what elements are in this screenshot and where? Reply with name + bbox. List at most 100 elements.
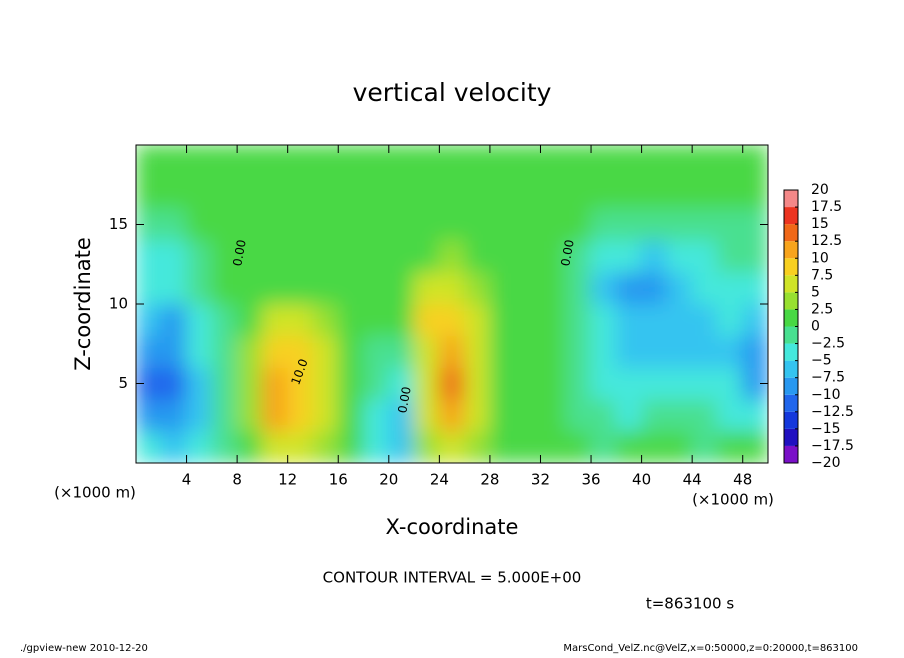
field-cell xyxy=(236,271,263,305)
contour-interval: CONTOUR INTERVAL = 5.000E+00 xyxy=(323,569,582,587)
x-tick-label: 36 xyxy=(581,471,600,489)
field-cell xyxy=(716,208,744,241)
field-cell xyxy=(413,239,440,273)
x-unit: (×1000 m) xyxy=(692,491,774,509)
colorbar-label: −12.5 xyxy=(811,404,854,420)
field-cell xyxy=(438,239,466,273)
field-cell xyxy=(287,208,314,241)
field-cell xyxy=(489,271,516,305)
field-cell xyxy=(363,303,390,337)
field-cell xyxy=(641,271,668,305)
field-cell xyxy=(716,367,744,400)
field-cell xyxy=(287,176,314,210)
field-cell xyxy=(363,145,390,178)
field-cell xyxy=(363,271,390,305)
field-cell xyxy=(742,335,768,369)
field-cell xyxy=(287,303,314,337)
field-cell xyxy=(514,430,541,463)
field-cell xyxy=(464,271,491,305)
x-tick-label: 24 xyxy=(430,471,449,489)
field-cell xyxy=(136,430,162,463)
field-cell xyxy=(615,239,643,273)
field-cell xyxy=(160,335,188,369)
field-cell xyxy=(312,176,339,210)
field-cell xyxy=(136,176,162,210)
field-cell xyxy=(363,398,390,432)
field-cell xyxy=(514,398,541,432)
colorbar-bin xyxy=(784,428,798,446)
field-cell xyxy=(388,239,415,273)
time-label: t=863100 s xyxy=(646,595,734,613)
field-cell xyxy=(514,176,541,210)
field-cell xyxy=(312,398,339,432)
field-cell xyxy=(160,239,188,273)
footer-left: ./gpview-new 2010-12-20 xyxy=(20,643,148,654)
field-cell xyxy=(160,145,188,178)
field-cell xyxy=(615,176,643,210)
field-cell xyxy=(742,239,768,273)
field-cell xyxy=(464,239,491,273)
field-cell xyxy=(565,303,592,337)
field-cell xyxy=(186,239,213,273)
colorbar-label: −20 xyxy=(811,455,841,471)
colorbar-label: −17.5 xyxy=(811,438,854,454)
field-cell xyxy=(211,176,238,210)
field-cell xyxy=(363,367,390,400)
field-cell xyxy=(287,430,314,463)
field-cell xyxy=(666,145,693,178)
field-cell xyxy=(691,430,718,463)
x-tick-label: 32 xyxy=(531,471,550,489)
field-cell xyxy=(742,398,768,432)
colorbar-label: 12.5 xyxy=(811,233,842,249)
field-cell xyxy=(691,398,718,432)
field-cell xyxy=(716,335,744,369)
contour-label: 0.00 xyxy=(230,239,248,268)
field-cell xyxy=(287,271,314,305)
field-cell xyxy=(211,398,238,432)
colorbar-bin xyxy=(784,207,798,225)
field-cell xyxy=(539,430,567,463)
field-cell xyxy=(539,176,567,210)
field-cell xyxy=(186,208,213,241)
field-cell xyxy=(261,303,289,337)
field-cell xyxy=(539,145,567,178)
field-cell xyxy=(464,176,491,210)
field-cell xyxy=(514,303,541,337)
y-tick-label: 15 xyxy=(109,215,128,233)
field-cell xyxy=(615,398,643,432)
field-cell xyxy=(186,430,213,463)
field-cell xyxy=(514,208,541,241)
field-cell xyxy=(413,208,440,241)
colorbar-label: 0 xyxy=(811,319,820,335)
colorbar-bin xyxy=(784,190,798,208)
field-cell xyxy=(211,271,238,305)
field-cell xyxy=(539,398,567,432)
field-cell xyxy=(413,398,440,432)
field-cell xyxy=(615,430,643,463)
field-cell xyxy=(236,145,263,178)
field-cell xyxy=(337,398,365,432)
field-cell xyxy=(160,303,188,337)
field-cell xyxy=(413,271,440,305)
field-cell xyxy=(641,145,668,178)
field-cell xyxy=(489,430,516,463)
field-cell xyxy=(337,208,365,241)
x-tick-label: 4 xyxy=(182,471,192,489)
field-cell xyxy=(489,398,516,432)
field-cell xyxy=(539,271,567,305)
field-cell xyxy=(641,208,668,241)
field-cell xyxy=(716,271,744,305)
field-cell xyxy=(742,430,768,463)
field-cell xyxy=(312,303,339,337)
field-cell xyxy=(160,176,188,210)
field-cell xyxy=(388,303,415,337)
field-cell xyxy=(211,303,238,337)
field-cell xyxy=(565,335,592,369)
field-cell xyxy=(186,335,213,369)
field-cell xyxy=(464,430,491,463)
field-cell xyxy=(666,303,693,337)
field-cell xyxy=(641,367,668,400)
field-cell xyxy=(590,335,617,369)
field-cell xyxy=(211,145,238,178)
field-cell xyxy=(539,303,567,337)
